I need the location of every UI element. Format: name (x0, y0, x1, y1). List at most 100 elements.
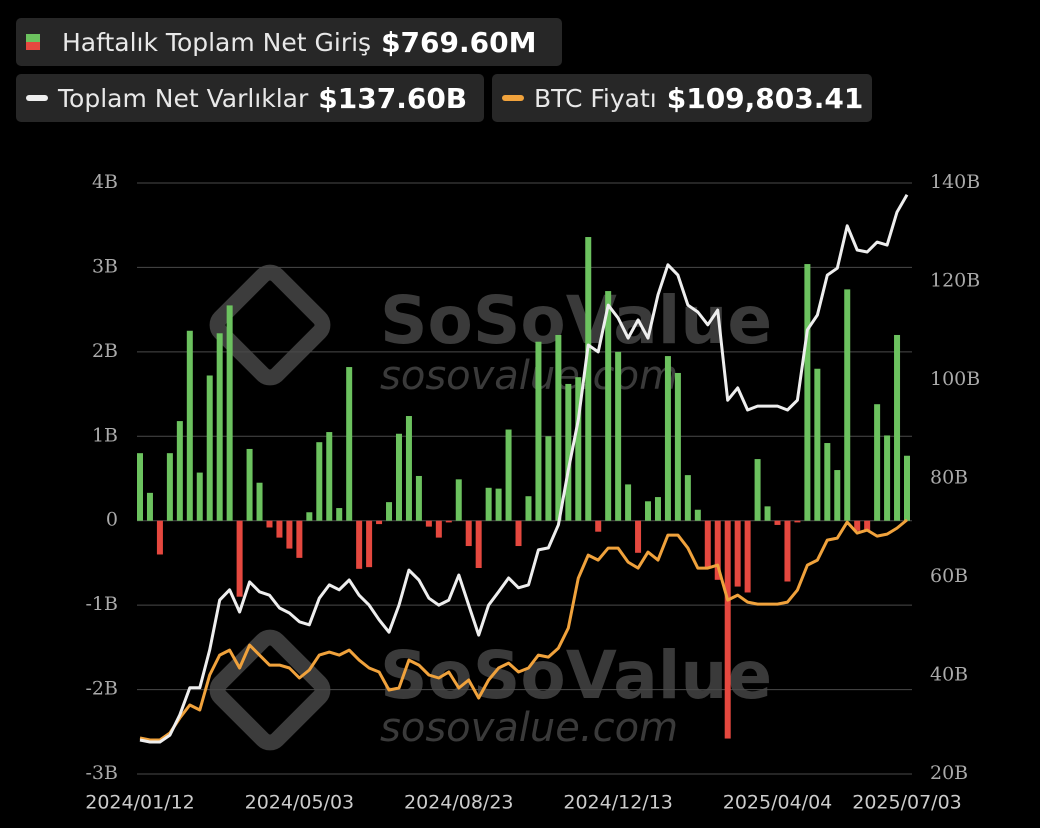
bar (465, 520, 472, 547)
bar (884, 435, 891, 521)
y-tick-label: -3B (86, 762, 118, 784)
legend-icon (502, 95, 524, 101)
y-tick-label: 2B (92, 340, 118, 362)
bar (714, 520, 721, 580)
bar (415, 475, 422, 521)
bar (395, 433, 402, 521)
bar (186, 330, 193, 521)
legend-label: BTC Fiyatı (534, 83, 657, 113)
line (139, 518, 908, 742)
watermark-url: sosovalue.com (380, 353, 678, 399)
y-tick-label: 4B (92, 171, 118, 193)
bar (286, 520, 293, 549)
bar (575, 377, 582, 521)
bar (844, 289, 851, 521)
bar (206, 375, 213, 521)
bar (694, 509, 701, 521)
legend-value: $769.60M (381, 25, 537, 59)
bar (894, 334, 901, 521)
watermark: SoSoValue (380, 637, 772, 714)
legend-value: $109,803.41 (666, 81, 864, 115)
bar (505, 429, 512, 521)
bar (216, 333, 223, 521)
bar (356, 520, 363, 569)
legend-value: $137.60B (318, 81, 468, 115)
bar (515, 520, 522, 547)
bar (326, 432, 333, 521)
legend-label: Toplam Net Varlıklar (58, 83, 309, 113)
bar (724, 520, 731, 739)
bar (654, 497, 661, 521)
bar (455, 479, 462, 521)
y-tick-label: 3B (92, 255, 118, 277)
watermark-logo (209, 629, 331, 751)
bar (734, 520, 741, 587)
bar (316, 442, 323, 521)
y-tick-label: -2B (86, 678, 118, 700)
bar (445, 520, 452, 523)
bar (266, 520, 273, 528)
bar (376, 520, 383, 525)
bar (674, 372, 681, 521)
bar (834, 470, 841, 521)
legend-icon (26, 95, 48, 101)
bar (744, 520, 751, 593)
bar (405, 416, 412, 521)
bar (555, 334, 562, 521)
legend-item: Toplam Net Varlıklar $137.60B (16, 74, 484, 122)
bar (645, 501, 652, 521)
bar (814, 368, 821, 521)
bar (635, 520, 642, 553)
bar (226, 305, 233, 521)
bar (784, 520, 791, 582)
y2-tick-label: 100B (930, 368, 980, 390)
bar (854, 520, 861, 531)
y-tick-label: -1B (86, 593, 118, 615)
bar (137, 453, 143, 521)
x-tick-label: 2024/05/03 (245, 792, 355, 814)
bar (535, 341, 542, 521)
bar (754, 459, 761, 521)
bar (684, 475, 691, 521)
bar (605, 291, 612, 521)
bar (525, 496, 532, 521)
bar (246, 448, 253, 521)
legend-label: Haftalık Toplam Net Giriş (62, 27, 372, 57)
bar (435, 520, 442, 538)
bar (495, 488, 502, 521)
bar (485, 487, 492, 521)
legend-icon (26, 34, 40, 50)
bar (276, 520, 283, 538)
bar (236, 520, 243, 597)
y2-tick-label: 120B (930, 270, 980, 292)
y2-tick-label: 20B (930, 762, 968, 784)
legend-item: Haftalık Toplam Net Giriş $769.60M (16, 18, 562, 66)
bar (196, 472, 203, 521)
bar (146, 492, 153, 521)
bar (625, 484, 632, 521)
x-tick-label: 2025/07/03 (852, 792, 962, 814)
bar (166, 453, 173, 521)
watermark-logo (209, 264, 331, 386)
bar (545, 436, 552, 521)
legend-item: BTC Fiyatı $109,803.41 (492, 74, 872, 122)
bar (156, 520, 163, 555)
bar (595, 520, 602, 532)
bar (664, 356, 671, 521)
bar (296, 520, 303, 558)
bar (256, 482, 263, 521)
x-tick-label: 2024/08/23 (404, 792, 514, 814)
bar (176, 421, 183, 521)
bar (425, 520, 432, 527)
watermark-url: sosovalue.com (380, 705, 678, 751)
y-tick-label: 1B (92, 424, 118, 446)
y2-tick-label: 140B (930, 171, 980, 193)
y2-tick-label: 40B (930, 664, 968, 686)
bar (764, 506, 771, 521)
bar (386, 502, 393, 521)
bar (615, 351, 622, 521)
bar (585, 237, 592, 521)
x-tick-label: 2024/12/13 (563, 792, 673, 814)
